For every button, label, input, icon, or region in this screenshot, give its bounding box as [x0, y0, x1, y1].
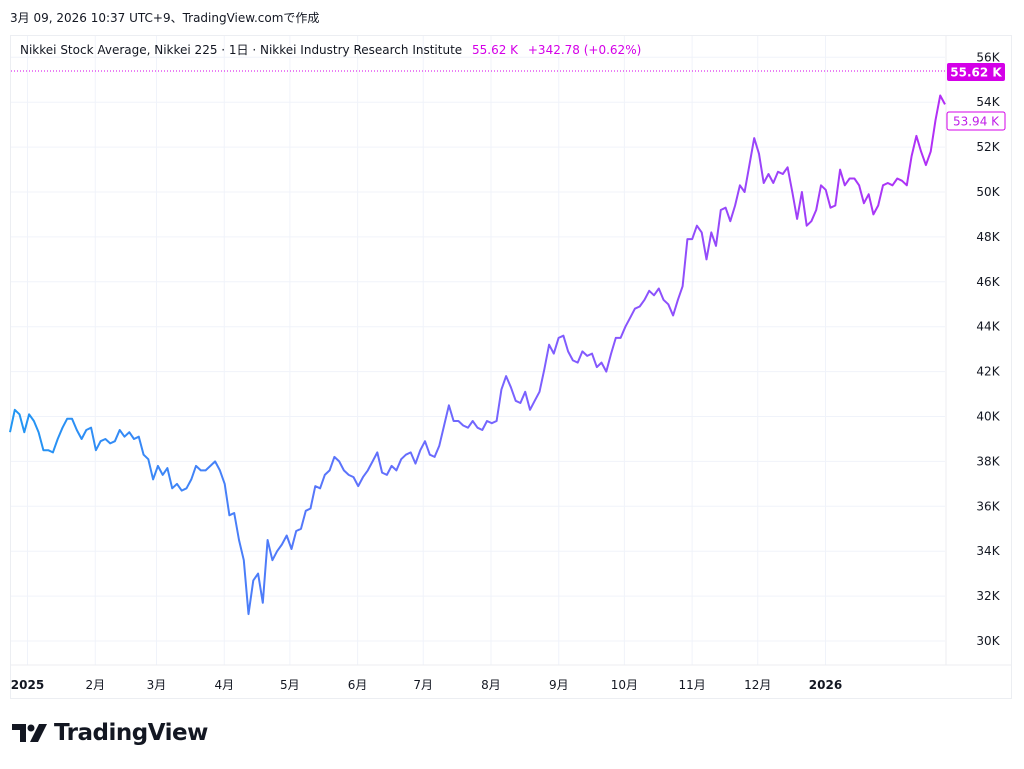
current-price-label: 55.62 K [950, 66, 1002, 80]
tradingview-logo-icon [12, 724, 47, 742]
chart-caption: 3月 09, 2026 10:37 UTC+9、TradingView.comで… [10, 11, 320, 25]
x-tick-label: 6月 [348, 678, 368, 692]
tradingview-logo-text: TradingView [54, 720, 208, 746]
y-tick-label: 48K [976, 230, 1000, 244]
x-tick-label: 5月 [280, 678, 300, 692]
series-line [9, 94, 946, 616]
y-tick-label: 34K [976, 544, 1000, 558]
y-tick-label: 50K [976, 185, 1000, 199]
x-tick-label: 2月 [85, 678, 105, 692]
y-tick-label: 56K [976, 50, 1000, 64]
price-change: +342.78 (+0.62%) [527, 43, 642, 57]
x-tick-label: 10月 [611, 678, 638, 692]
y-tick-label: 30K [976, 634, 1000, 648]
data-points [10, 95, 945, 614]
y-tick-label: 36K [976, 499, 1000, 513]
x-tick-label: 12月 [744, 678, 771, 692]
grid-lines [11, 36, 945, 665]
x-tick-label: 11月 [679, 678, 706, 692]
y-tick-label: 52K [976, 140, 1000, 154]
x-tick-label: 2025 [11, 678, 44, 692]
y-tick-label: 38K [976, 454, 1000, 468]
x-tick-label: 7月 [413, 678, 433, 692]
last-price: 55.62 K [472, 43, 519, 57]
y-tick-label: 44K [976, 320, 1000, 334]
y-tick-label: 54K [976, 95, 1000, 109]
x-tick-label: 8月 [481, 678, 501, 692]
x-tick-label: 2026 [809, 678, 842, 692]
y-tick-label: 32K [976, 589, 1000, 603]
time-axis: 2025 2月 3月 4月 5月 6月 7月 8月 9月 10月 11月 12月 2026 [11, 664, 1011, 692]
y-tick-label: 46K [976, 275, 1000, 289]
y-tick-label: 42K [976, 365, 1000, 379]
current-price-label-bg [947, 63, 1005, 81]
chart-legend: Nikkei Stock Average, Nikkei 225 · 1日 · … [20, 41, 641, 58]
last-close-label-bg [946, 111, 1006, 131]
y-tick-label: 40K [976, 410, 1000, 424]
last-close-label: 53.94 K [953, 115, 1000, 129]
chart-frame [10, 35, 1012, 699]
symbol-title[interactable]: Nikkei Stock Average, Nikkei 225 · 1日 · … [20, 43, 463, 57]
tradingview-logo[interactable]: TradingView [12, 720, 208, 746]
x-tick-label: 9月 [549, 678, 569, 692]
x-tick-label: 3月 [147, 678, 167, 692]
x-tick-label: 4月 [214, 678, 234, 692]
price-axis: 30K 32K 34K 36K 38K 40K 42K 44K 46K 48K 50K 52K 54K 5… [945, 36, 1001, 665]
